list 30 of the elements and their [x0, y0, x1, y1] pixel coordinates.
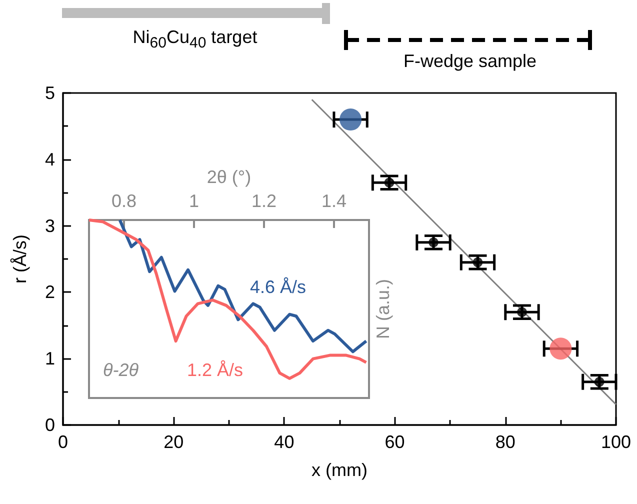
- annotation: θ-2θ: [103, 360, 139, 380]
- x-tick-label: 0.8: [111, 191, 137, 211]
- point: [428, 237, 438, 248]
- x-tick-label: 40: [274, 432, 294, 452]
- x-tick-label: 1.4: [321, 191, 347, 211]
- text: Ni$_{60}$Cu$_{40}$ target: [132, 26, 258, 54]
- x-tick-label: 20: [164, 432, 184, 452]
- series-label: 4.6 Å/s: [250, 277, 306, 297]
- point: [517, 307, 527, 318]
- point: [472, 257, 483, 268]
- y-axis-title: N (a.u.): [373, 278, 393, 340]
- y-tick-label: 1: [44, 348, 55, 369]
- x-axis-title: x (mm): [312, 460, 368, 480]
- point: [594, 376, 604, 387]
- y-tick-label: 5: [44, 83, 55, 103]
- x-tick-label: 1.2: [251, 191, 277, 211]
- y-tick-label: 2: [44, 282, 55, 302]
- y-tick-label: 3: [44, 216, 55, 236]
- x-tick-label: 60: [384, 432, 405, 452]
- series-label: 1.2 Å/s: [187, 360, 244, 380]
- y-axis-title: r (Å/s): [10, 234, 30, 284]
- x-axis-title: 2θ (°): [206, 167, 252, 187]
- text: F-wedge sample: [403, 50, 537, 72]
- x-tick-label: 80: [495, 432, 516, 452]
- y-tick-label: 0: [44, 415, 55, 435]
- x-tick-label: 100: [600, 432, 632, 452]
- x-tick-label: 1: [188, 191, 200, 211]
- point: [384, 178, 394, 188]
- y-tick-label: 4: [44, 149, 55, 170]
- x-tick-label: 0: [58, 432, 68, 452]
